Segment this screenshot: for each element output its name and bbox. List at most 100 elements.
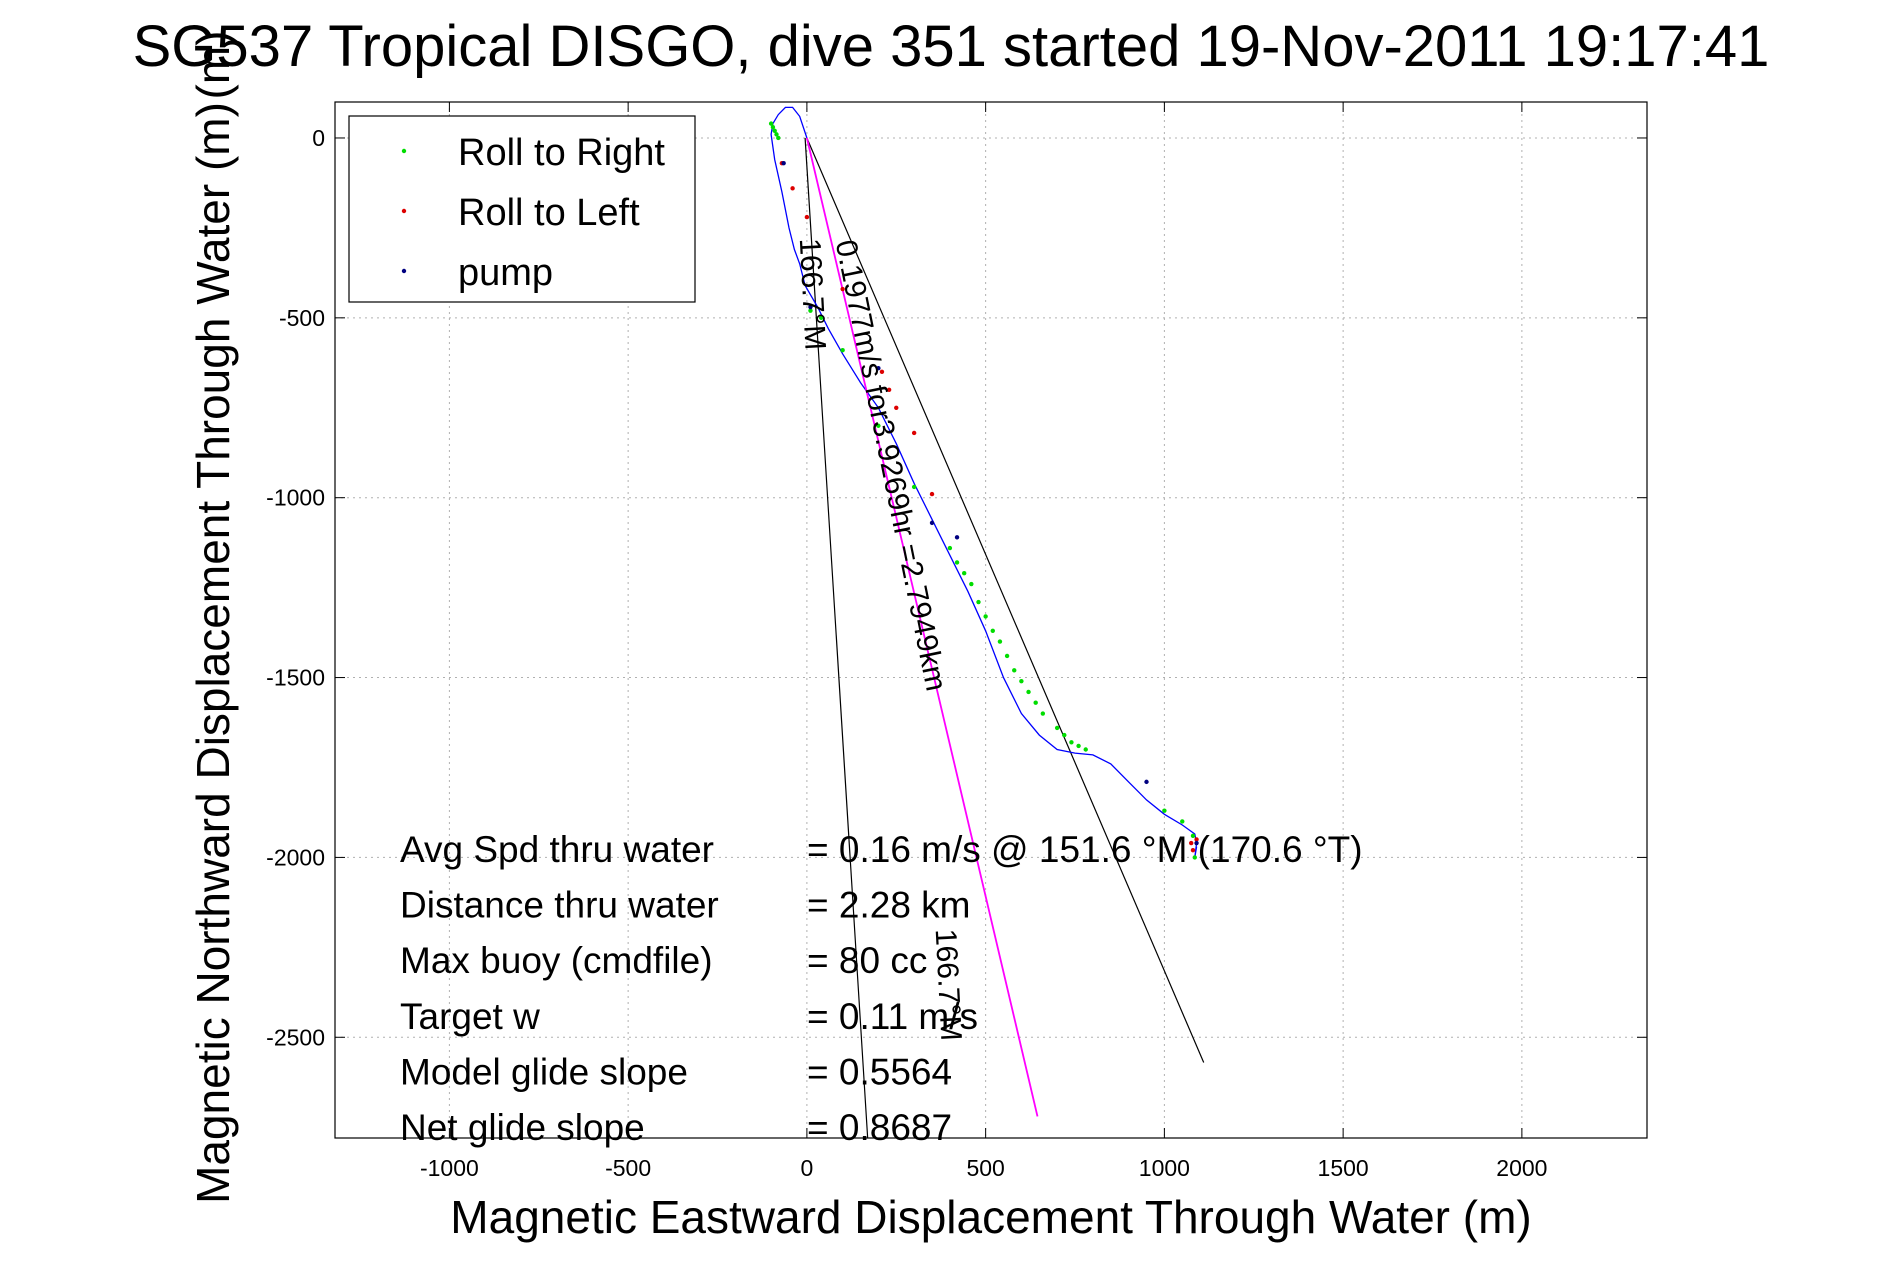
roll-left-marker: [790, 186, 795, 191]
roll-right-marker: [961, 571, 967, 576]
y-tick-label: -500: [279, 305, 325, 331]
roll-right-marker: [1026, 689, 1031, 695]
pump-marker: [1194, 840, 1199, 846]
roll-right-marker: [770, 124, 776, 130]
roll-right-marker: [1069, 740, 1074, 745]
roll-right-marker: [1180, 819, 1185, 824]
roll-right-marker: [808, 308, 813, 313]
y-tick-label: 0: [312, 125, 325, 151]
roll-right-marker: [1162, 808, 1167, 813]
roll-right-marker: [1033, 700, 1038, 705]
stat-value: = 0.5564: [807, 1051, 952, 1092]
roll-left-marker: [879, 369, 885, 374]
roll-right-marker: [876, 423, 881, 428]
roll-right-marker: [1062, 732, 1067, 738]
roll-right-marker: [1054, 725, 1060, 731]
roll-right-marker: [840, 348, 845, 353]
y-tick-label: -2500: [266, 1024, 325, 1050]
roll-left-marker: [1190, 848, 1196, 853]
x-tick-label: 500: [966, 1155, 1004, 1181]
plot-markers: [768, 121, 1199, 860]
grid: [335, 102, 1647, 1138]
series-line-current: [806, 137, 1039, 1117]
series-line-track: [770, 106, 1198, 858]
roll-right-marker: [1083, 747, 1088, 752]
legend-label: pump: [458, 252, 553, 294]
roll-left-marker: [929, 491, 935, 497]
legend-label: Roll to Left: [458, 192, 640, 234]
roll-left-marker: [840, 286, 845, 292]
x-tick-label: 1500: [1318, 1155, 1369, 1181]
x-tick-label: 1000: [1139, 1155, 1190, 1181]
stat-label: Target w: [400, 996, 540, 1037]
roll-left-marker: [1188, 840, 1194, 846]
plot-series: [770, 106, 1205, 1139]
legend-box: [348, 115, 696, 303]
roll-right-marker: [1019, 678, 1024, 684]
pump-marker: [1144, 779, 1149, 785]
roll-right-marker: [954, 560, 960, 565]
x-axis-label: Magnetic Eastward Displacement Through W…: [450, 1191, 1531, 1243]
roll-right-marker: [1190, 833, 1196, 839]
stat-label: Distance thru water: [400, 885, 719, 926]
roll-right-marker: [1076, 743, 1081, 749]
stats-block: Avg Spd thru water = 0.16 m/s @ 151.6 °M …: [400, 829, 1363, 1148]
y-tick-label: -2000: [266, 844, 325, 870]
roll-left-marker: [1194, 837, 1199, 842]
y-axis-label-overlay: (m): [187, 31, 239, 100]
legend-label: Roll to Right: [458, 132, 665, 174]
pump-marker: [929, 520, 935, 526]
stat-value: = 80 cc: [807, 940, 927, 981]
stat-label: Net glide slope: [400, 1107, 645, 1148]
roll-right-marker: [1004, 653, 1010, 659]
pump-marker: [808, 304, 813, 310]
legend-marker: [401, 268, 407, 274]
legend: Roll to Right Roll to Left pump: [348, 115, 696, 303]
stat-value: = 0.11 m/s: [807, 996, 978, 1037]
x-tick-label: -500: [605, 1155, 651, 1181]
roll-left-marker: [911, 430, 917, 436]
plot-area-border: [334, 101, 1648, 1139]
roll-right-marker: [1192, 855, 1197, 860]
chart-title: SG537 Tropical DISGO, dive 351 started 1…: [133, 14, 1770, 79]
roll-right-marker: [983, 614, 988, 619]
line-annotation: 166.7°M: [929, 928, 968, 1042]
y-axis-label: Magnetic Northward Displacement Through …: [187, 102, 239, 1204]
roll-right-marker: [776, 135, 781, 141]
stat-label: Model glide slope: [400, 1051, 688, 1092]
reference-line: [806, 137, 1205, 1063]
x-tick-label: 0: [800, 1155, 813, 1181]
stat-label: Avg Spd thru water: [400, 829, 714, 870]
roll-right-marker: [1040, 711, 1046, 716]
roll-right-marker: [947, 545, 953, 551]
pump-marker: [954, 535, 960, 540]
roll-right-marker: [911, 484, 917, 490]
legend-marker: [401, 148, 407, 154]
roll-right-marker: [818, 315, 824, 321]
pump-marker: [781, 160, 786, 166]
y-tick-label: -1500: [266, 665, 325, 691]
stat-value: = 0.8687: [807, 1107, 952, 1148]
roll-left-marker: [886, 387, 892, 392]
stat-value: = 2.28 km: [807, 885, 971, 926]
stat-label: Max buoy (cmdfile): [400, 940, 713, 981]
legend-items: Roll to Right Roll to Left pump: [401, 132, 665, 294]
pump-marker: [876, 365, 881, 371]
roll-right-marker: [772, 128, 777, 133]
roll-right-marker: [997, 639, 1003, 644]
roll-right-marker: [976, 599, 981, 605]
roll-left-marker: [804, 214, 810, 220]
roll-right-marker: [969, 581, 974, 587]
roll-right-marker: [774, 132, 779, 137]
line-annotation: 166.7°M: [793, 237, 832, 351]
stat-value: = 0.16 m/s @ 151.6 °M (170.6 °T): [807, 829, 1363, 870]
axis-ticks: -1000 -500 0 500 1000 1500 2000 0 -500 -1000 -1500…: [266, 102, 1647, 1181]
legend-marker: [401, 208, 407, 214]
roll-right-marker: [768, 121, 774, 126]
x-tick-label: -1000: [420, 1155, 479, 1181]
y-tick-label: -1000: [266, 485, 325, 511]
roll-right-marker: [990, 628, 995, 633]
x-tick-label: 2000: [1496, 1155, 1547, 1181]
